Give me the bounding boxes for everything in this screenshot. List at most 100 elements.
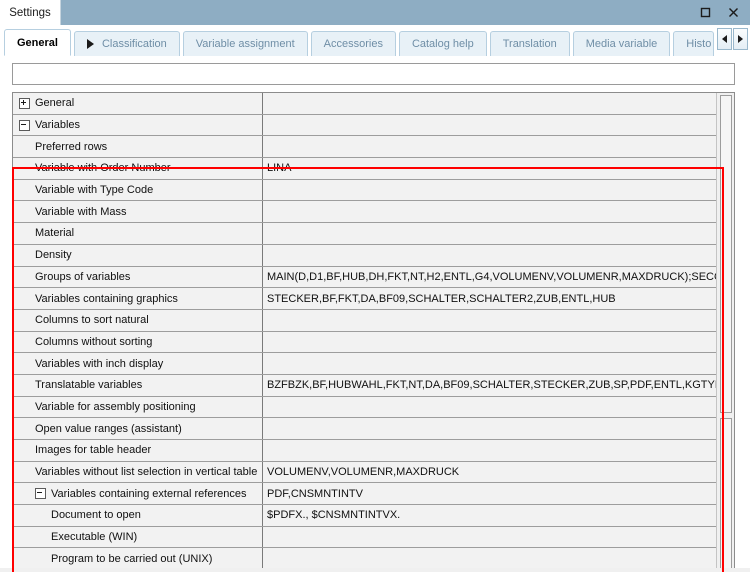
tab-catalog-help[interactable]: Catalog help [398,31,487,56]
grid-row-value-cell[interactable] [263,353,717,374]
grid-row[interactable]: Variables without list selection in vert… [13,461,717,484]
grid-row-label-cell: General [13,93,263,114]
tab-variable-assignment[interactable]: Variable assignment [182,31,308,56]
grid-row-label-cell: Document to open [13,505,263,526]
grid-row-label: Program to be carried out (UNIX) [51,552,213,565]
close-icon [728,8,738,17]
grid-row-value: MAIN(D,D1,BF,HUB,DH,FKT,NT,H2,ENTL,G4,VO… [267,270,717,283]
maximize-icon [700,7,710,18]
grid-row[interactable]: Variables containing external references… [13,483,717,506]
grid-row-value-cell[interactable]: $PDFX., $CNSMNTINTVX. [263,505,717,526]
tab-label: Media variable [585,38,658,50]
grid-row[interactable]: Columns to sort natural [13,309,717,332]
grid-row[interactable]: Variables with inch display [13,353,717,375]
grid-row[interactable]: Variables containing graphics STECKER,BF,… [13,288,717,310]
grid-row[interactable]: Variable with Mass [13,201,717,224]
tab-accessories[interactable]: Accessories [310,31,396,56]
grid-row-label: Material [35,227,75,240]
grid-row[interactable]: Density [13,244,717,267]
grid-scrollbar-thumb-upper[interactable] [720,95,732,413]
grid-row-label: Variables containing external references [51,487,247,500]
grid-row[interactable]: Variable for assembly positioning [13,396,717,419]
grid-row[interactable]: Images for table header [13,440,717,462]
grid-row[interactable]: General [13,93,717,115]
grid-row-value-cell[interactable] [263,526,717,548]
grid-row-label: Translatable variables [35,379,143,392]
grid-row[interactable]: Program to be carried out (UNIX) [13,548,717,571]
tab-histo[interactable]: Histo [673,31,715,56]
expand-icon[interactable] [19,97,30,109]
tab-translation[interactable]: Translation [489,31,570,56]
grid-row-value-cell[interactable] [263,201,717,223]
grid-row-value-cell[interactable] [263,244,717,266]
grid-row[interactable]: Groups of variables MAIN(D,D1,BF,HUB,DH,F… [13,266,717,289]
search-input[interactable] [12,63,735,85]
grid-row[interactable]: Executable (WIN) [13,526,717,549]
grid-row-label-cell: Variable with Order Number [13,158,263,179]
grid-row-value-cell[interactable] [263,396,717,418]
grid-row[interactable]: Variable with Order Number LINA [13,158,717,180]
grid-row-value-cell[interactable] [263,93,717,114]
close-button[interactable] [720,2,746,24]
grid-row-value-cell[interactable] [263,114,717,136]
grid-row-label-cell: Images for table header [13,440,263,461]
grid-row-label: Images for table header [35,444,152,457]
collapse-icon[interactable] [35,488,46,500]
grid-row[interactable]: Variables [13,114,717,137]
tab-label: Variable assignment [195,38,295,50]
grid-vertical-scrollbar[interactable] [716,93,734,572]
grid-row-label-cell: Groups of variables [13,266,263,288]
grid-row[interactable]: Translatable variables BZFBZK,BF,HUBWAHL,… [13,374,717,397]
tab-general[interactable]: General [4,29,71,56]
tab-list: General Classification Variable assignment… [0,25,717,56]
grid-row-label-cell: Density [13,244,263,266]
chevron-right-icon [738,35,743,43]
grid-row-value-cell[interactable]: MAIN(D,D1,BF,HUB,DH,FKT,NT,H2,ENTL,G4,VO… [263,266,717,288]
grid-row-label: Variable with Order Number [35,162,171,175]
grid-row-label: Variable with Type Code [35,184,154,197]
grid-row[interactable]: Variable with Type Code [13,179,717,202]
tab-classification[interactable]: Classification [73,31,180,56]
tab-media-variable[interactable]: Media variable [572,31,671,56]
grid-row-label-cell: Variable with Mass [13,201,263,223]
grid-scrollbar-thumb-lower[interactable] [720,418,732,570]
grid-row-value-cell[interactable] [263,136,717,158]
grid-row-label: Groups of variables [35,270,131,283]
grid-row[interactable]: Open value ranges (assistant) [13,418,717,440]
grid-row-label-cell: Material [13,223,263,244]
scroll-tabs-left-button[interactable] [717,28,732,50]
chevron-left-icon [722,35,727,43]
grid-row[interactable]: Preferred rows [13,136,717,159]
window-right-margin [738,56,750,572]
maximize-button[interactable] [692,2,718,24]
grid-row-value-cell[interactable] [263,223,717,244]
grid-row-label-cell: Executable (WIN) [13,526,263,548]
grid-row-value-cell[interactable] [263,418,717,439]
grid-row-value-cell[interactable] [263,309,717,331]
scroll-tabs-right-button[interactable] [733,28,748,50]
grid-row-value-cell[interactable] [263,179,717,201]
grid-row-value: VOLUMENV,VOLUMENR,MAXDRUCK [267,466,460,479]
grid-row-value-cell[interactable]: PDF,CNSMNTINTV [263,483,717,505]
grid-row-label: General [35,97,75,110]
grid-row-value-cell[interactable] [263,548,717,570]
window-bottom-strip [0,568,750,572]
grid-row-value-cell[interactable] [263,440,717,461]
grid-row[interactable]: Material [13,223,717,245]
tab-label: Accessories [323,38,383,50]
grid-row-label-cell: Columns without sorting [13,331,263,353]
grid-row-value-cell[interactable]: VOLUMENV,VOLUMENR,MAXDRUCK [263,461,717,483]
grid-row-value-cell[interactable] [263,331,717,353]
grid-row-value-cell[interactable]: BZFBZK,BF,HUBWAHL,FKT,NT,DA,BF09,SCHALTE… [263,374,717,396]
grid-row-value-cell[interactable]: LINA [263,158,717,179]
grid-row[interactable]: Document to open $PDFX., $CNSMNTINTVX. [13,505,717,527]
grid-row-value-cell[interactable]: STECKER,BF,FKT,DA,BF09,SCHALTER,SCHALTER… [263,288,717,309]
grid-row-label-cell: Program to be carried out (UNIX) [13,548,263,570]
grid-row[interactable]: Columns without sorting [13,331,717,354]
collapse-icon[interactable] [19,119,30,131]
grid-row-label: Open value ranges (assistant) [35,422,182,435]
grid-row-value: $PDFX., $CNSMNTINTVX. [267,509,401,522]
window-title-tab[interactable]: Settings [0,0,61,25]
grid-row-label-cell: Columns to sort natural [13,309,263,331]
